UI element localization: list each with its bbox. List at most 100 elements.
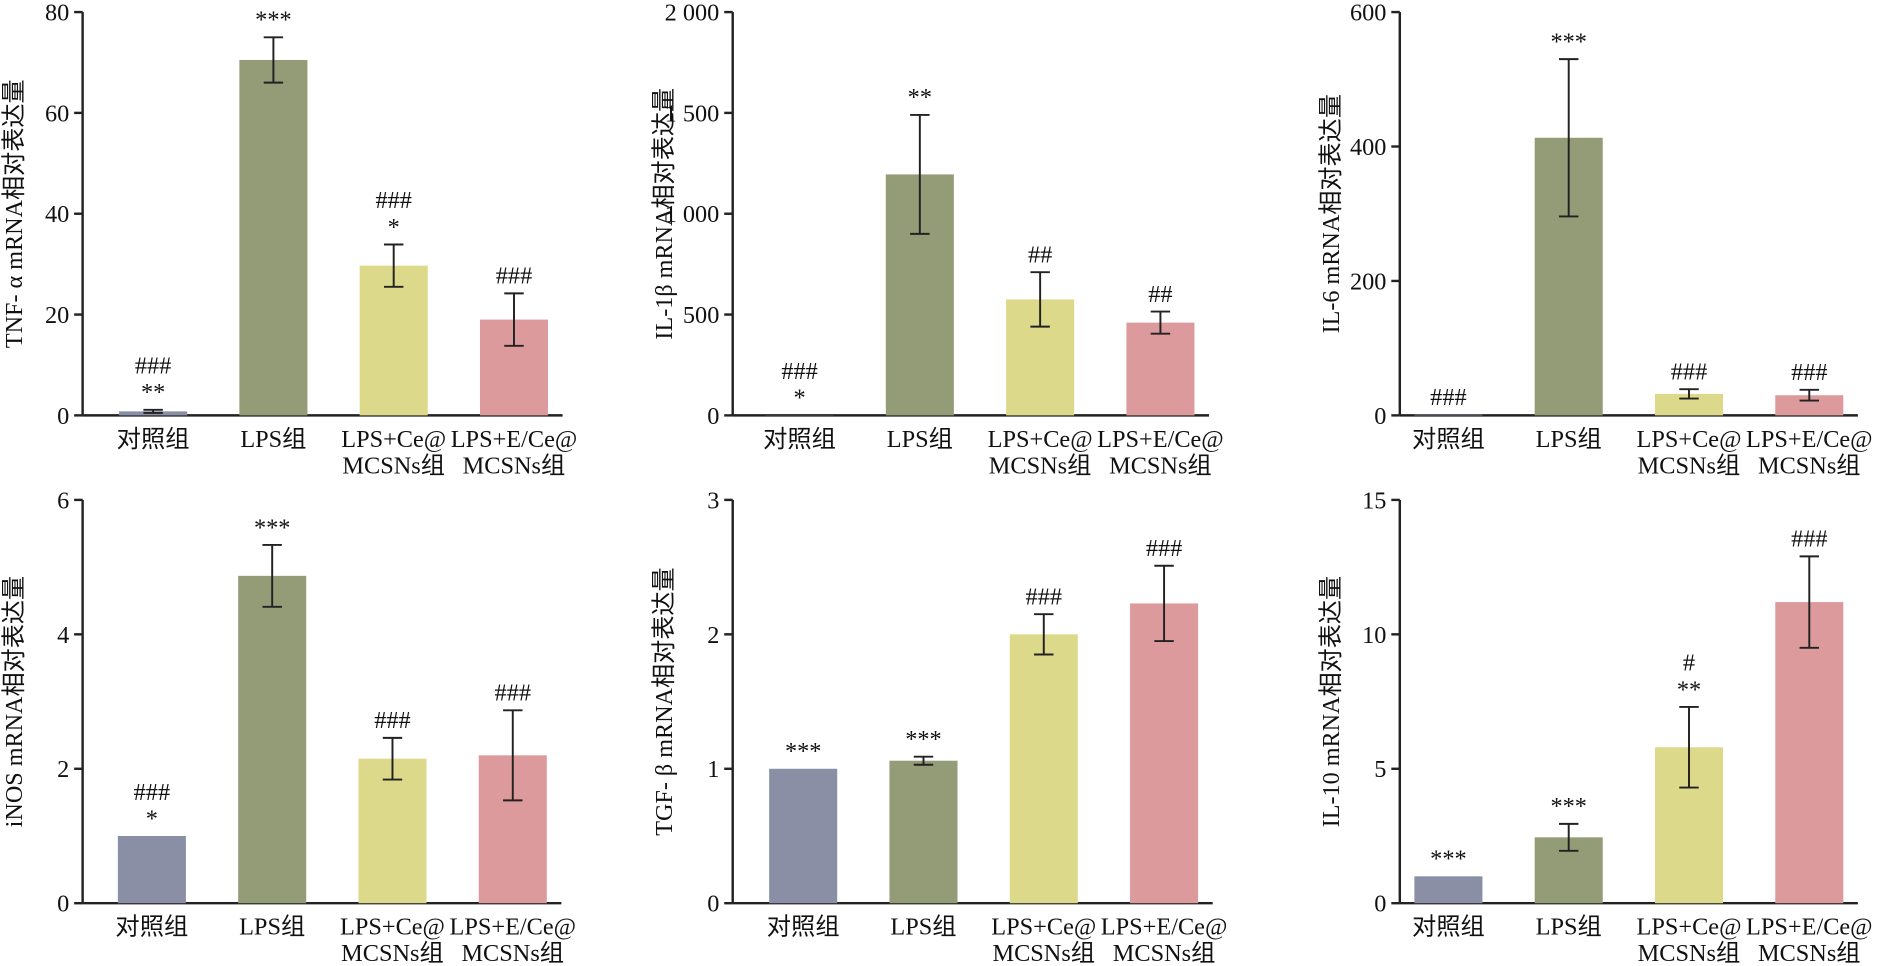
bar bbox=[1126, 322, 1195, 416]
x-tick-label: LPS组 bbox=[1536, 914, 1602, 941]
significance-label: *** bbox=[1550, 793, 1586, 820]
x-tick-label: MCSNs组 bbox=[463, 452, 566, 479]
error-bar bbox=[262, 543, 282, 608]
y-tick-label: 80 bbox=[45, 0, 69, 27]
error-bar bbox=[383, 243, 404, 288]
significance-label: ### bbox=[1026, 584, 1062, 611]
bar-chart: 0 500 1 000 1 500 2 000 IL-1β mRNA相对表达量 ###* 对照… bbox=[651, 0, 1224, 479]
significance-label: ** bbox=[141, 379, 165, 406]
y-tick-label: 2 bbox=[57, 756, 69, 783]
bar bbox=[1130, 603, 1199, 904]
bar bbox=[358, 758, 427, 904]
x-tick-label: 对照组 bbox=[767, 914, 840, 941]
bar-chart: 0 1 2 3 TGF- β mRNA相对表达量 *** 对照组 *** LPS组 ### LPS+… bbox=[651, 487, 1227, 966]
bar bbox=[239, 59, 308, 416]
x-tick-label: LPS组 bbox=[890, 914, 956, 941]
y-tick-label: 0 bbox=[1374, 891, 1386, 918]
bar-chart: 0 200 400 600 IL-6 mRNA相对表达量 ### 对照组 *** LPS组 ###… bbox=[1318, 0, 1873, 479]
significance-label: ### bbox=[1146, 535, 1182, 562]
y-axis-label: IL-1β mRNA相对表达量 bbox=[651, 88, 678, 340]
y-tick-label: 0 bbox=[707, 403, 719, 430]
significance-label: ### bbox=[375, 187, 411, 214]
bar bbox=[1414, 876, 1483, 904]
x-tick-label: LPS+E/Ce@ bbox=[1101, 914, 1228, 941]
error-bar bbox=[1030, 271, 1050, 328]
error-bar bbox=[1150, 310, 1171, 335]
x-tick-label: LPS+E/Ce@ bbox=[1097, 426, 1224, 453]
y-tick-label: 60 bbox=[45, 100, 69, 127]
error-bar bbox=[503, 709, 523, 802]
significance-label: ### bbox=[1671, 359, 1707, 386]
x-tick-label: 对照组 bbox=[1412, 426, 1485, 453]
y-tick-label: 40 bbox=[45, 201, 69, 228]
y-tick-label: 1 000 bbox=[665, 201, 720, 228]
y-tick-label: 1 bbox=[707, 756, 719, 783]
x-tick-label: MCSNs组 bbox=[1638, 940, 1741, 966]
x-tick-label: MCSNs组 bbox=[1113, 940, 1216, 966]
bar bbox=[1654, 393, 1724, 416]
x-tick-label: LPS组 bbox=[887, 426, 953, 453]
x-tick-label: LPS组 bbox=[240, 426, 306, 453]
significance-label: ### bbox=[374, 707, 410, 734]
y-tick-label: 15 bbox=[1362, 487, 1386, 514]
y-axis-label: iNOS mRNA相对表达量 bbox=[1, 576, 28, 828]
error-bar bbox=[263, 36, 284, 84]
bar bbox=[117, 835, 186, 904]
x-tick-label: LPS+Ce@ bbox=[1637, 914, 1742, 941]
error-bar bbox=[1558, 822, 1579, 852]
y-tick-label: 1 500 bbox=[665, 100, 720, 127]
y-tick-label: 0 bbox=[1374, 403, 1386, 430]
error-bar bbox=[913, 755, 934, 766]
x-tick-label: LPS+E/Ce@ bbox=[450, 914, 577, 941]
y-tick-label: 200 bbox=[1350, 268, 1386, 295]
significance-label: ### bbox=[135, 353, 171, 380]
error-bar bbox=[1558, 58, 1579, 218]
significance-label: # bbox=[1683, 650, 1695, 677]
error-bar bbox=[1154, 564, 1174, 643]
error-bar bbox=[1679, 705, 1699, 789]
x-tick-label: LPS组 bbox=[1536, 426, 1602, 453]
significance-label: * bbox=[793, 385, 805, 412]
bar bbox=[1775, 395, 1844, 416]
bar bbox=[889, 760, 958, 904]
x-tick-label: LPS组 bbox=[239, 914, 305, 941]
error-bar bbox=[504, 292, 524, 347]
significance-label: ** bbox=[908, 84, 932, 111]
x-tick-label: 对照组 bbox=[117, 426, 190, 453]
x-tick-label: LPS+Ce@ bbox=[340, 914, 445, 941]
error-bar bbox=[143, 408, 163, 414]
significance-label: ## bbox=[1148, 281, 1172, 308]
significance-label: *** bbox=[1550, 29, 1586, 56]
y-tick-label: 5 bbox=[1374, 756, 1386, 783]
significance-label: ### bbox=[1791, 526, 1827, 553]
y-axis-label: IL-6 mRNA相对表达量 bbox=[1318, 94, 1345, 333]
significance-label: ** bbox=[1677, 676, 1701, 703]
x-tick-label: LPS+E/Ce@ bbox=[451, 426, 578, 453]
significance-label: ### bbox=[495, 680, 531, 707]
y-tick-label: 500 bbox=[683, 302, 719, 329]
significance-label: ### bbox=[1791, 359, 1827, 386]
bar-chart: 0 5 10 15 IL-10 mRNA相对表达量 *** 对照组 *** LPS组 #** LPS… bbox=[1318, 487, 1873, 966]
error-bar bbox=[1679, 388, 1699, 400]
x-tick-label: LPS+Ce@ bbox=[1637, 426, 1742, 453]
x-tick-label: LPS+E/Ce@ bbox=[1746, 914, 1873, 941]
significance-label: ### bbox=[134, 779, 170, 806]
significance-label: ### bbox=[781, 358, 817, 385]
bar bbox=[1414, 414, 1483, 416]
x-tick-label: MCSNs组 bbox=[1638, 452, 1741, 479]
significance-label: *** bbox=[905, 726, 941, 753]
bar bbox=[1009, 634, 1078, 904]
bar bbox=[769, 768, 838, 904]
bar bbox=[359, 265, 428, 416]
bar bbox=[1775, 602, 1844, 904]
x-tick-label: 对照组 bbox=[1412, 914, 1485, 941]
x-tick-label: MCSNs组 bbox=[461, 940, 564, 966]
y-tick-label: 10 bbox=[1362, 622, 1386, 649]
y-tick-label: 2 000 bbox=[665, 0, 720, 27]
x-tick-label: 对照组 bbox=[115, 914, 188, 941]
y-axis-label: TNF- α mRNA相对表达量 bbox=[1, 79, 28, 348]
y-tick-label: 4 bbox=[57, 622, 69, 649]
error-bar bbox=[1034, 613, 1054, 656]
error-bar bbox=[382, 736, 403, 781]
